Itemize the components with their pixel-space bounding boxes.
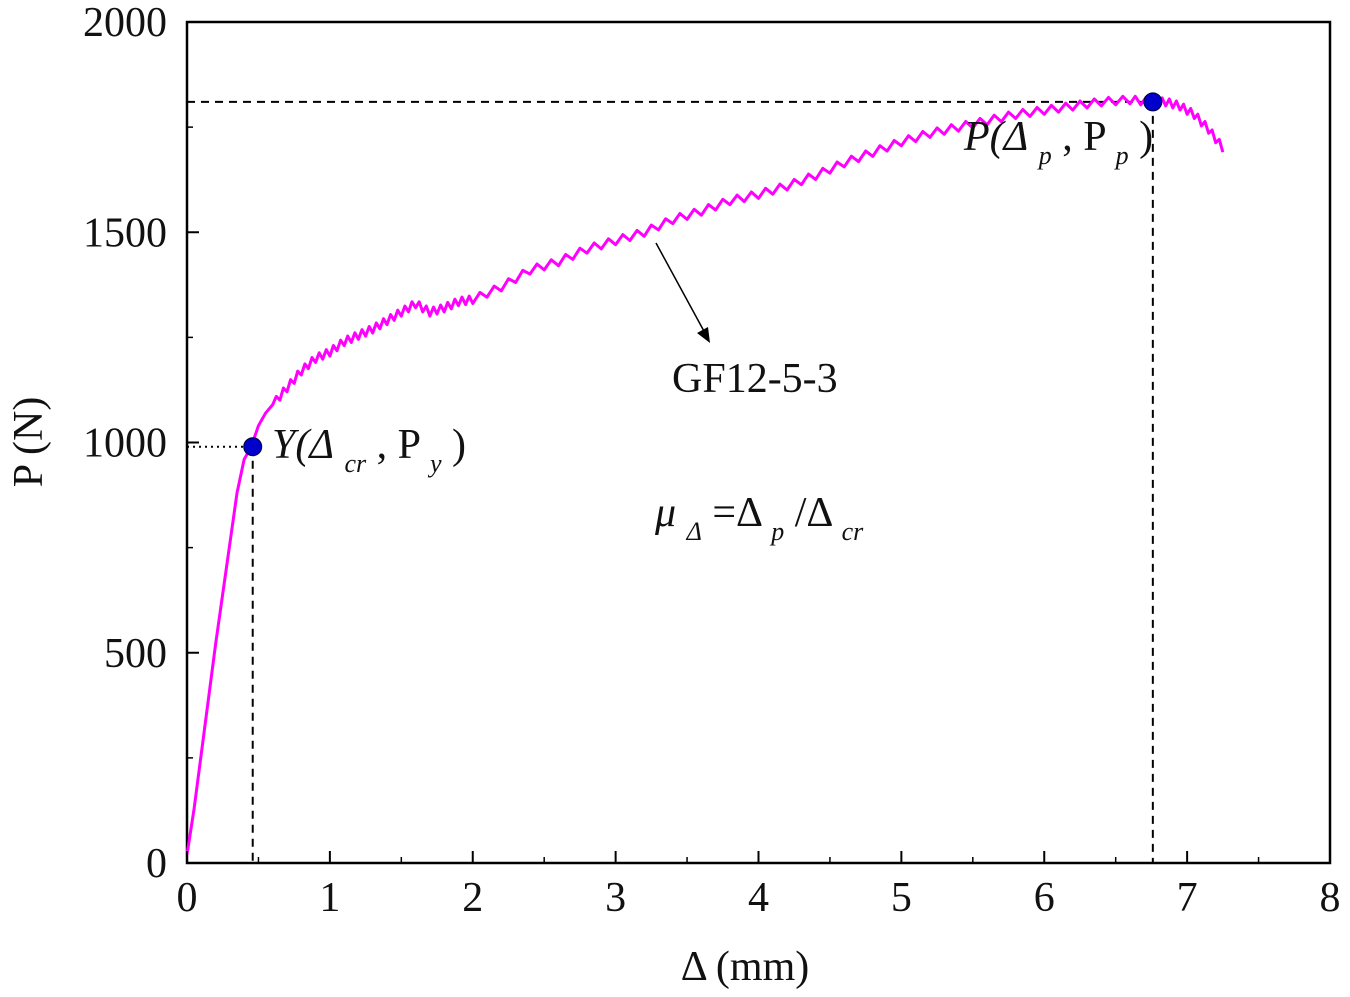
curve-label: GF12-5-3 [672, 356, 838, 402]
x-tick-label: 2 [462, 875, 483, 921]
x-tick-label: 7 [1177, 875, 1198, 921]
ductility-mu-sub: Δ [686, 517, 702, 546]
data-point-marker [243, 437, 263, 457]
peak-label-mid: , P [1062, 114, 1105, 160]
peak-label-main: P(Δ [963, 114, 1028, 160]
ductility-eq: =Δ [712, 490, 762, 536]
x-axis-ticks: 0 1 2 3 4 5 6 7 8 [177, 851, 1341, 921]
y-tick-label: 1500 [83, 210, 167, 256]
y-tick-label: 1000 [83, 421, 167, 467]
yield-label-end: ) [452, 422, 466, 468]
reference-lines [187, 100, 1154, 863]
x-tick-label: 3 [605, 875, 626, 921]
ductility-slash: /Δ [795, 490, 833, 536]
yield-label-main: Y(Δ [272, 422, 334, 468]
y-tick-label: 2000 [83, 0, 167, 46]
y-tick-label: 500 [104, 631, 167, 677]
ductility-sub1: p [769, 517, 784, 546]
peak-label-sub2: p [1114, 141, 1129, 170]
x-tick-label: 6 [1034, 875, 1055, 921]
x-tick-label: 0 [177, 875, 198, 921]
y-axis-title: P (N) [6, 397, 52, 488]
y-tick-label: 0 [146, 841, 167, 887]
x-tick-label: 8 [1320, 875, 1341, 921]
curve-label-arrow [655, 242, 710, 343]
peak-point-label: P(Δ p , P p ) [963, 114, 1153, 174]
peak-label-sub1: p [1037, 141, 1052, 170]
ductility-sub2: cr [842, 517, 865, 546]
plot-frame [185, 20, 1332, 865]
yield-label-sub2: y [427, 449, 442, 478]
series-group [185, 94, 1225, 855]
yield-label-mid: , P [377, 422, 420, 468]
series-line [185, 94, 1225, 855]
x-tick-label: 1 [319, 875, 340, 921]
ductility-mu: μ [654, 490, 676, 536]
yield-point-label: Y(Δ cr , P y ) [272, 422, 466, 482]
yield-label-sub1: cr [345, 449, 368, 478]
ductility-equation: μ Δ =Δ p /Δ cr [654, 490, 864, 550]
x-axis-title: Δ (mm) [681, 944, 810, 990]
data-point-marker [1143, 92, 1163, 112]
x-tick-label: 5 [891, 875, 912, 921]
x-tick-label: 4 [748, 875, 769, 921]
markers-group [243, 92, 1163, 457]
peak-label-end: ) [1139, 114, 1153, 160]
y-axis-ticks: 0 500 1000 1500 2000 [83, 0, 199, 887]
